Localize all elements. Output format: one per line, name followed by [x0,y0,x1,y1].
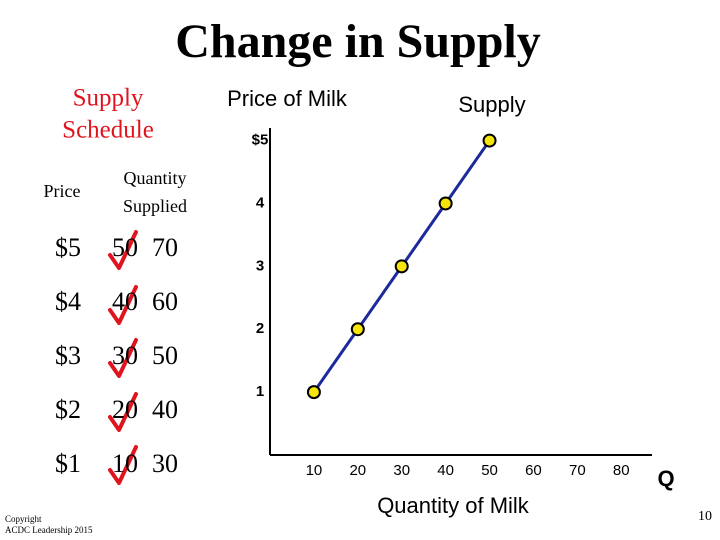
x-tick-label: 20 [349,462,366,479]
x-tick-label: 80 [613,462,630,479]
table-cell: $2 [55,395,81,424]
x-axis-label: Quantity of Milk [377,493,530,518]
table-cell: 60 [152,287,178,316]
copyright: Copyright [5,514,42,524]
slide-title: Change in Supply [175,15,541,68]
table-cell: 10 [112,449,138,478]
table-cell: $1 [55,449,81,478]
checkmark [108,392,138,432]
checkmark [108,230,138,270]
data-point [438,196,453,211]
y-tick-label: 1 [256,383,264,400]
data-point [306,385,321,400]
y-axis-label: Price of Milk [227,86,348,111]
y-tick-label: $5 [252,132,269,149]
table-header: Quantity [124,168,187,188]
table-cell: 40 [152,395,178,424]
x-tick-label: 30 [393,462,410,479]
copyright: ACDC Leadership 2015 [5,525,93,535]
x-tick-label: 60 [525,462,542,479]
table-cell: $5 [55,233,81,262]
table-cell: 30 [112,341,138,370]
checkmark [108,338,138,378]
table-cell: 50 [112,233,138,262]
data-point [482,133,497,148]
table-cell: 70 [152,233,178,262]
y-tick-label: 2 [256,320,264,337]
y-tick-label: 3 [256,257,264,274]
y-tick-label: 4 [256,194,265,211]
x-tick-label: 70 [569,462,586,479]
table-cell: 40 [112,287,138,316]
table-cell: 30 [152,449,178,478]
table-cell: 20 [112,395,138,424]
table-header: Supplied [123,196,187,216]
table-header: Price [44,181,81,201]
table-cell: $3 [55,341,81,370]
data-point [394,259,409,274]
table-cell: $4 [55,287,81,316]
checkmark [108,285,138,325]
schedule-title: Supply [73,85,144,112]
schedule-title: Schedule [62,117,154,144]
x-tick-label: 50 [481,462,498,479]
x-axis-symbol: Q [657,466,674,491]
checkmarks [108,230,138,485]
series-label: Supply [458,92,525,117]
x-tick-label: 10 [306,462,323,479]
data-point [350,322,365,337]
table-cell: 50 [152,341,178,370]
checkmark [108,445,138,485]
page-number: 10 [698,509,712,524]
x-tick-label: 40 [437,462,454,479]
